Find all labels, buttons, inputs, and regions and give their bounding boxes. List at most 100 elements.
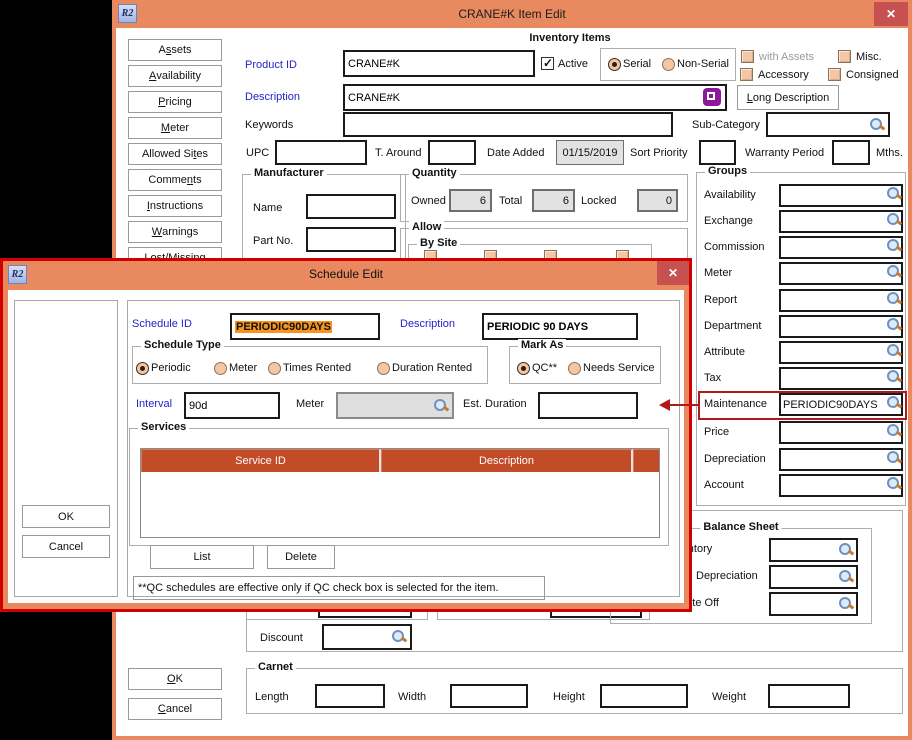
schedule-description-field[interactable] [482,313,638,340]
delete-button[interactable]: Delete [267,545,335,569]
interval-field[interactable] [184,392,280,419]
product-id-field[interactable] [343,50,535,77]
active-checkbox[interactable] [541,56,554,70]
attribute-group-field[interactable] [779,341,903,364]
manufacturer-name-field[interactable] [306,194,396,219]
serial-radio[interactable] [608,58,621,71]
times-rented-radio[interactable] [268,362,281,375]
app-icon: R2 [118,4,137,23]
description-field[interactable] [343,84,727,111]
discount-field[interactable] [322,624,412,650]
search-icon[interactable] [886,476,902,492]
accessory-checkbox[interactable] [740,68,753,81]
balance-sheet-group: Balance Sheet [610,521,872,624]
search-icon[interactable] [838,542,854,558]
services-table-body[interactable] [141,472,659,537]
report-group-field[interactable] [779,289,903,312]
non-serial-radio[interactable] [662,58,675,71]
est-duration-field[interactable] [538,392,638,419]
close-icon[interactable]: ✕ [657,261,689,285]
search-icon[interactable] [886,450,902,466]
exchange-group-field[interactable] [779,210,903,233]
consigned-checkbox[interactable] [828,68,841,81]
weight-field[interactable] [768,684,850,708]
length-field[interactable] [315,684,385,708]
maintenance-group-field[interactable]: PERIODIC90DAYS [779,393,903,416]
duration-rented-radio[interactable] [377,362,390,375]
list-button[interactable]: List [150,545,254,569]
services-table[interactable]: Service ID Description [140,448,660,538]
availability-group-field[interactable] [779,184,903,207]
commission-group-field[interactable] [779,236,903,259]
schedule-id-label: Schedule ID [132,318,192,330]
group-row-maintenance: Maintenance PERIODIC90DAYS [702,393,904,416]
schedule-id-field[interactable]: PERIODIC90DAYS [230,313,380,340]
search-icon[interactable] [886,343,902,359]
misc-checkbox[interactable] [838,50,851,63]
height-field[interactable] [600,684,688,708]
meter-group-field[interactable] [779,262,903,285]
search-icon[interactable] [886,395,902,411]
part-no-field[interactable] [306,227,396,252]
search-icon[interactable] [838,569,854,585]
inventory-field[interactable] [769,538,858,562]
width-field[interactable] [450,684,528,708]
upc-field[interactable] [275,140,367,165]
depreciation-group-field[interactable] [779,448,903,471]
sidebar-item-comments[interactable]: Comme n ts [128,169,222,191]
warranty-period-field[interactable] [832,140,870,165]
needs-service-radio[interactable] [568,362,581,375]
search-icon[interactable] [886,423,902,439]
search-icon[interactable] [886,369,902,385]
schedule-edit-titlebar[interactable]: R2 Schedule Edit ✕ [3,261,689,287]
search-icon[interactable] [886,212,902,228]
window-title: CRANE#K Item Edit [458,7,566,21]
search-icon[interactable] [433,398,449,414]
sort-priority-label: Sort Priority [630,147,688,159]
search-icon[interactable] [886,186,902,202]
schedule-edit-dialog: R2 Schedule Edit ✕ OK Cancel Schedule ID… [0,258,692,612]
service-id-column-header[interactable]: Service ID [141,449,381,472]
ok-button[interactable]: OK [22,505,110,528]
search-icon[interactable] [391,629,407,645]
account-group-field[interactable] [779,474,903,497]
locked-label: Locked [581,195,617,207]
keywords-field[interactable] [343,112,673,137]
item-edit-titlebar[interactable]: R2 CRANE#K Item Edit ✕ [112,0,912,28]
close-icon[interactable]: ✕ [874,2,908,26]
search-icon[interactable] [886,291,902,307]
search-icon[interactable] [886,317,902,333]
sidebar-item-allowed-sites[interactable]: Allowed Si t es [128,143,222,165]
cancel-button[interactable]: Cancel [22,535,110,558]
qc-radio[interactable] [517,362,530,375]
write-off-field[interactable] [769,592,858,616]
sort-priority-field[interactable] [699,140,736,165]
discount-label: Discount [260,632,303,644]
description-column-header[interactable]: Description [381,449,633,472]
search-icon[interactable] [838,596,854,612]
periodic-radio[interactable] [136,362,149,375]
schedule-type-group: Schedule Type [132,339,488,384]
with-assets-checkbox[interactable] [741,50,754,63]
search-icon[interactable] [869,117,885,133]
tax-group-field[interactable] [779,367,903,390]
sub-category-field[interactable] [766,112,890,137]
search-icon[interactable] [886,238,902,254]
search-icon[interactable] [886,264,902,280]
expand-description-icon[interactable] [703,88,721,106]
with-assets-label: with Assets [759,51,815,63]
department-group-field[interactable] [779,315,903,338]
depreciation-field[interactable] [769,565,858,589]
price-group-field[interactable] [779,421,903,444]
meter-radio[interactable] [214,362,227,375]
t-around-field[interactable] [428,140,476,165]
